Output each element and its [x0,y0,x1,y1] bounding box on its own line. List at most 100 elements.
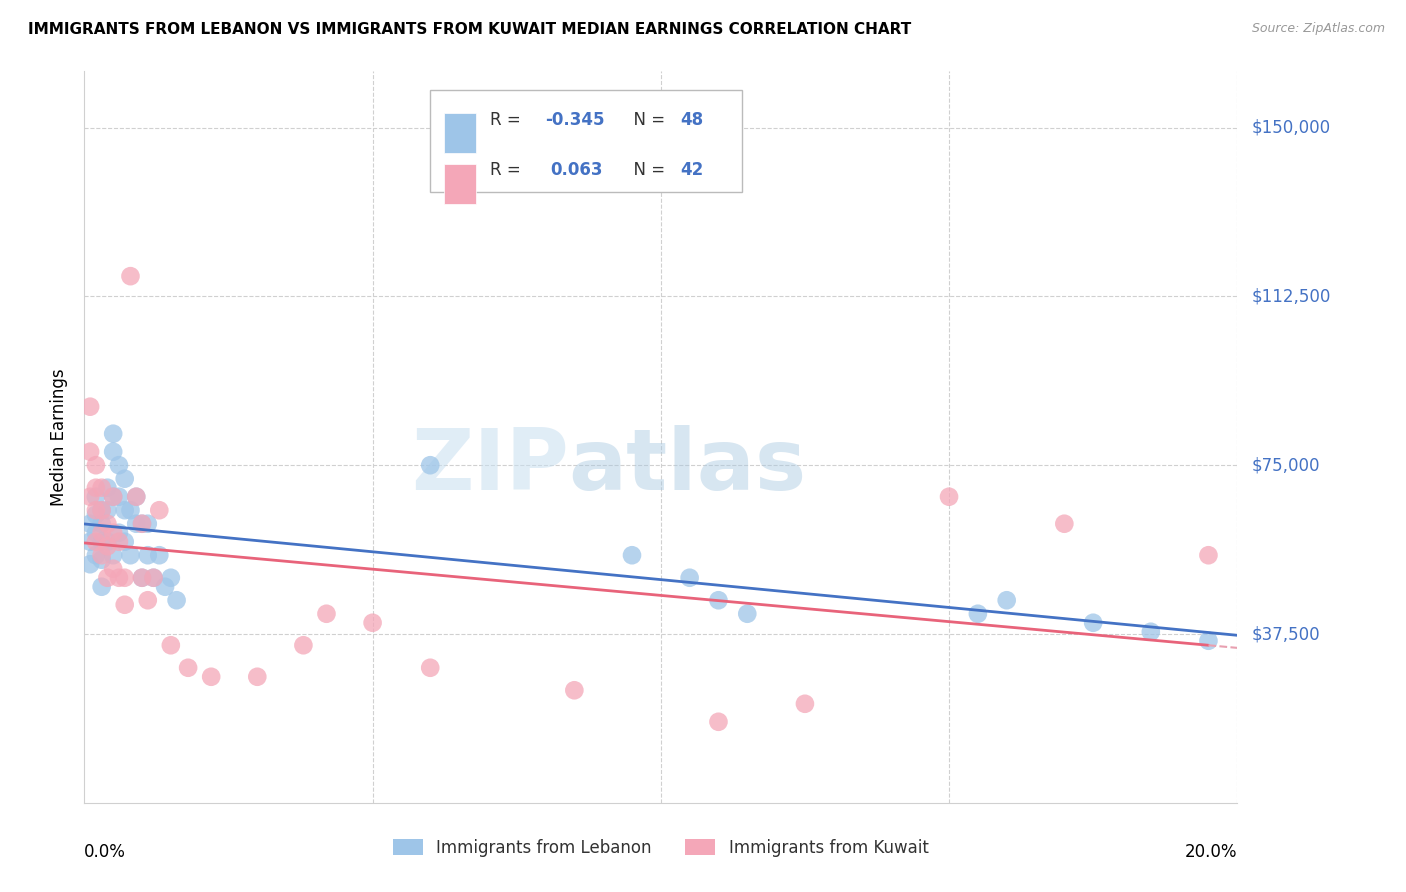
Point [84,525,107,540]
Point [79,516,101,531]
Text: IMMIGRANTS FROM LEBANON VS IMMIGRANTS FROM KUWAIT MEDIAN EARNINGS CORRELATION CH: IMMIGRANTS FROM LEBANON VS IMMIGRANTS FR… [28,22,911,37]
Point [938,490,960,504]
Point [103,444,124,458]
Point [131,571,153,585]
Point [90,503,112,517]
Point [90,525,112,540]
Bar [444,112,477,153]
Point [292,638,315,652]
Point [84,503,107,517]
Point [114,598,136,612]
Text: $112,500: $112,500 [1251,287,1330,305]
Text: 42: 42 [681,161,703,178]
Point [125,516,148,531]
Point [419,661,441,675]
Point [114,503,136,517]
Point [142,571,165,585]
Point [1053,516,1076,531]
Point [136,593,159,607]
Point [90,548,112,562]
Text: 48: 48 [681,112,703,129]
Point [79,534,101,549]
Point [90,503,112,517]
Point [131,516,153,531]
Text: R =: R = [491,112,526,129]
Point [79,490,101,504]
Point [148,503,170,517]
Point [90,534,112,549]
Point [84,481,107,495]
Point [564,683,586,698]
Point [142,571,165,585]
Point [419,458,441,473]
Point [120,503,142,517]
Point [84,490,107,504]
Point [84,534,107,549]
Point [108,490,131,504]
Point [120,548,142,562]
Point [995,593,1018,607]
Point [131,571,153,585]
Text: Source: ZipAtlas.com: Source: ZipAtlas.com [1251,22,1385,36]
Point [84,508,107,522]
Point [96,534,118,549]
Point [103,490,124,504]
Y-axis label: Median Earnings: Median Earnings [51,368,69,506]
Point [153,580,176,594]
Text: $75,000: $75,000 [1251,456,1320,475]
Point [103,525,124,540]
Point [108,525,131,540]
Point [114,472,136,486]
Text: 0.0%: 0.0% [84,843,127,861]
Point [103,426,124,441]
Point [96,503,118,517]
Text: R =: R = [491,161,526,178]
Text: atlas: atlas [568,425,807,508]
Point [125,490,148,504]
Point [361,615,384,630]
FancyBboxPatch shape [430,90,741,192]
Point [90,580,112,594]
Legend: Immigrants from Lebanon, Immigrants from Kuwait: Immigrants from Lebanon, Immigrants from… [394,838,928,856]
Point [1140,624,1163,639]
Point [160,571,183,585]
Point [96,571,118,585]
Point [108,571,131,585]
Text: $150,000: $150,000 [1251,119,1330,136]
Point [621,548,644,562]
Point [90,516,112,531]
Point [84,548,107,562]
Point [103,548,124,562]
Point [103,490,124,504]
Point [1198,548,1220,562]
Point [148,548,170,562]
Text: 0.063: 0.063 [550,161,603,178]
Point [108,458,131,473]
Point [1083,615,1105,630]
Text: N =: N = [623,112,671,129]
Point [166,593,188,607]
Point [79,400,101,414]
Point [120,269,142,284]
Point [125,490,148,504]
Point [96,516,118,531]
Point [315,607,337,621]
Point [136,516,159,531]
Point [737,607,759,621]
Point [84,458,107,473]
Bar [444,164,477,204]
Point [90,553,112,567]
Text: ZIP: ZIP [411,425,568,508]
Point [79,558,101,572]
Point [103,562,124,576]
Point [246,670,269,684]
Point [96,539,118,553]
Text: N =: N = [623,161,671,178]
Point [131,516,153,531]
Point [1198,633,1220,648]
Point [79,444,101,458]
Point [96,481,118,495]
Point [967,607,990,621]
Text: -0.345: -0.345 [546,112,605,129]
Point [707,593,730,607]
